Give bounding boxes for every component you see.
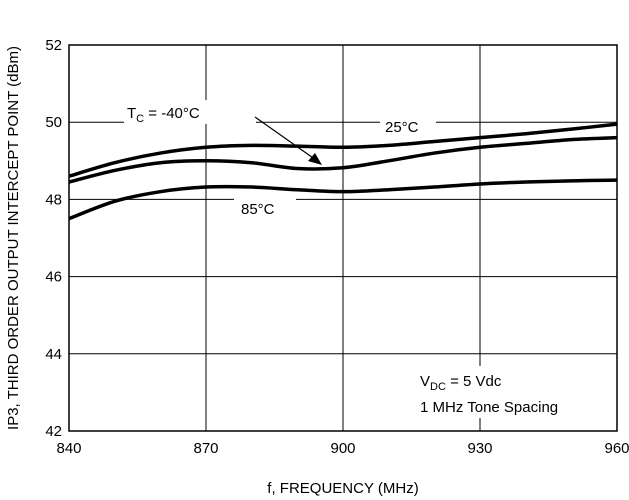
x-tick-label: 960 [604, 440, 629, 457]
series-layer [68, 122, 618, 221]
y-tick-label: 48 [45, 191, 62, 208]
label-85: 85°C [241, 201, 275, 218]
series-line-0 [68, 122, 618, 178]
label-85-bg [234, 195, 296, 219]
vdc-label: VDC = 5 Vdc [420, 373, 502, 393]
conditions-bg [416, 366, 592, 418]
tick-labels: 840 870 900 930 960 42 44 46 48 50 52 [45, 37, 629, 457]
x-axis-title: f, FREQUENCY (MHz) [267, 480, 418, 497]
tc-label: TC = -40°C [127, 105, 200, 125]
x-tick-label: 930 [467, 440, 492, 457]
y-tick-label: 42 [45, 423, 62, 440]
label-25-bg [380, 114, 436, 136]
plot-frame [68, 44, 618, 432]
y-tick-label: 46 [45, 269, 62, 286]
x-tick-label: 900 [330, 440, 355, 457]
tc-label-bg [124, 100, 256, 124]
tone-spacing-label: 1 MHz Tone Spacing [420, 399, 558, 416]
x-tick-label: 870 [193, 440, 218, 457]
series-line-1 [68, 135, 618, 184]
series-line-2 [68, 178, 618, 221]
y-axis-title: IP3, THIRD ORDER OUTPUT INTERCEPT POINT … [5, 46, 22, 430]
x-tick-label: 840 [56, 440, 81, 457]
tc-arrow-line [254, 116, 317, 161]
y-tick-label: 52 [45, 37, 62, 54]
y-tick-label: 50 [45, 114, 62, 131]
y-tick-label: 44 [45, 346, 62, 363]
tc-arrow-head [308, 153, 322, 165]
label-25: 25°C [385, 119, 419, 136]
